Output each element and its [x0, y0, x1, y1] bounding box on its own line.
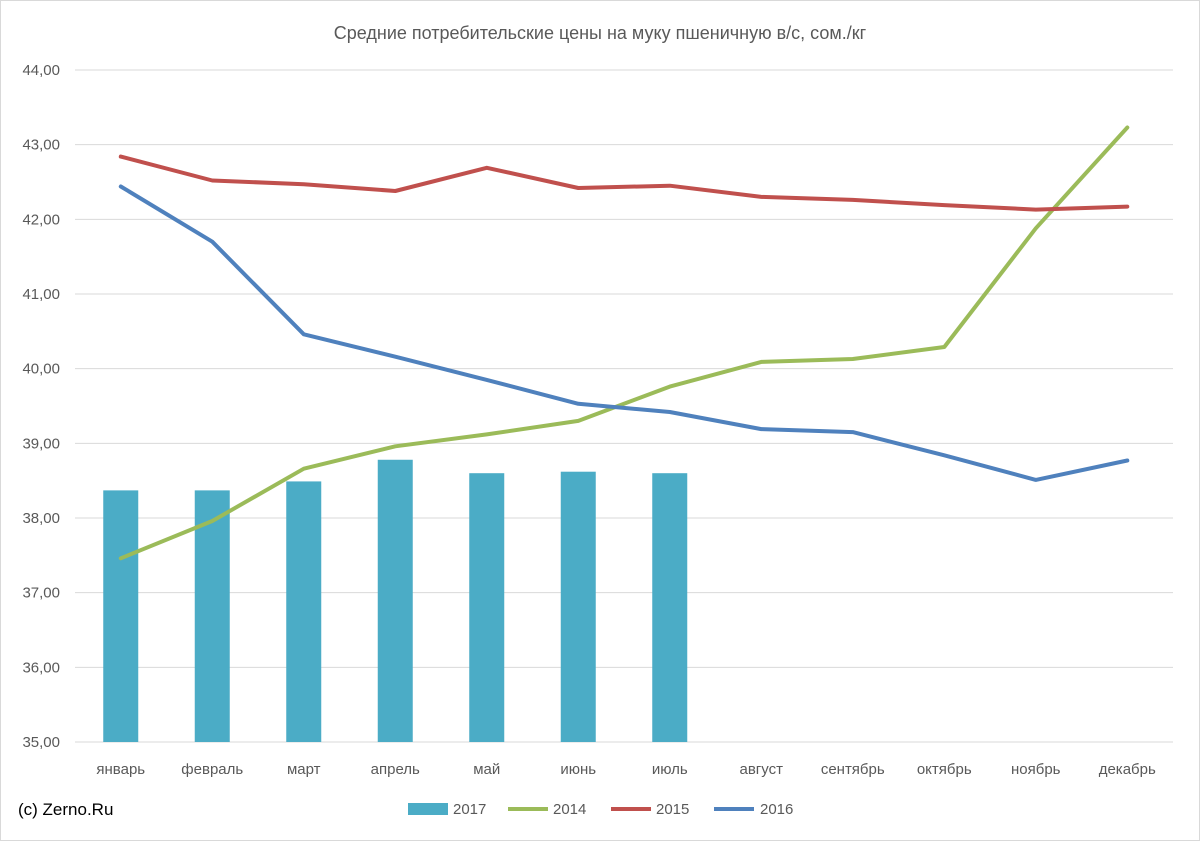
x-tick-label: апрель [371, 761, 420, 778]
y-tick-label: 44,00 [22, 62, 60, 79]
x-tick-label: декабрь [1099, 761, 1156, 778]
line-2015 [118, 154, 1130, 212]
x-tick-label: февраль [181, 761, 243, 778]
y-tick-label: 38,00 [22, 510, 60, 527]
x-tick-label: май [473, 761, 500, 778]
bar-2017 [103, 490, 139, 742]
y-tick-label: 41,00 [22, 286, 60, 303]
y-tick-label: 36,00 [22, 659, 60, 676]
bar-2017 [194, 490, 230, 742]
y-tick-label: 42,00 [22, 211, 60, 228]
credit-text: (c) Zerno.Ru [18, 800, 113, 819]
y-axis-ticks: 35,00 36,00 37,00 38,00 39,00 40,00 41,00 42,00… [22, 62, 60, 751]
bar-2017 [469, 473, 505, 742]
legend: 2017 2014 2015 2016 [408, 801, 793, 818]
line-2014 [118, 125, 1130, 561]
x-tick-label: июль [652, 761, 688, 778]
x-tick-label: август [740, 761, 784, 778]
y-tick-label: 35,00 [22, 734, 60, 751]
x-tick-label: сентябрь [821, 761, 885, 778]
x-tick-label: март [287, 761, 321, 778]
x-tick-label: январь [96, 761, 145, 778]
line-2016 [118, 184, 1130, 482]
legend-label-2017: 2017 [453, 801, 486, 818]
bar-2017 [286, 481, 322, 742]
y-tick-label: 37,00 [22, 585, 60, 602]
gridlines [75, 69, 1173, 743]
legend-label-2014: 2014 [553, 801, 586, 818]
y-tick-label: 43,00 [22, 137, 60, 154]
x-tick-label: ноябрь [1011, 761, 1061, 778]
legend-swatch-2017 [408, 803, 448, 815]
chart-title: Средние потребительские цены на муку пше… [334, 23, 867, 43]
y-tick-label: 39,00 [22, 435, 60, 452]
bar-2017 [652, 473, 688, 742]
legend-label-2015: 2015 [656, 801, 689, 818]
x-tick-label: июнь [560, 761, 596, 778]
x-axis-ticks: январь февраль март апрель май июнь июль август… [96, 761, 1156, 778]
bar-2017 [560, 471, 596, 742]
legend-label-2016: 2016 [760, 801, 793, 818]
bar-2017 [377, 459, 413, 742]
series-lines [118, 125, 1130, 561]
y-tick-label: 40,00 [22, 361, 60, 378]
bars-2017 [103, 459, 688, 742]
x-tick-label: октябрь [917, 761, 972, 778]
